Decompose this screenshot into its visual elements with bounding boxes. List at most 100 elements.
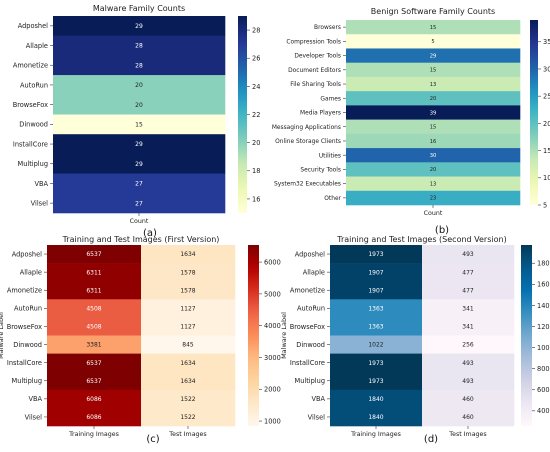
colorbar-tick-label: 600 — [537, 386, 550, 394]
row-label: Adposhel — [295, 250, 325, 258]
column-label: Count — [424, 210, 443, 217]
heatmap-cell — [47, 353, 142, 372]
heatmap-cell — [346, 148, 521, 163]
row-label: InstallCore — [7, 359, 42, 367]
row-label: AutoRun — [14, 305, 42, 313]
cell-value-label: 13 — [430, 82, 437, 88]
chart-title: Training and Test Images (Second Version… — [336, 235, 506, 244]
row-label: Games — [320, 96, 341, 102]
cell-value-label: 460 — [462, 396, 474, 403]
heatmap-cell — [141, 371, 236, 391]
column-label: Test Images — [168, 431, 206, 438]
heatmap-cell — [422, 371, 515, 391]
colorbar-tick-label: 1400 — [537, 302, 550, 310]
cell-value-label: 29 — [135, 141, 143, 148]
colorbar-tick-label: 18 — [252, 167, 260, 175]
colorbar-tick-label: 20 — [543, 120, 550, 128]
row-label: Online Storage Clients — [275, 139, 341, 145]
colorbar-tick-label: 6000 — [264, 258, 281, 266]
heatmap-cell — [47, 407, 142, 427]
row-label: Multiplug — [12, 377, 43, 385]
cell-value-label: 1022 — [368, 342, 383, 349]
heatmap-cell — [141, 335, 236, 354]
cell-value-label: 29 — [135, 161, 143, 168]
colorbar-tick-label: 15 — [543, 147, 550, 155]
heatmap-cell — [53, 114, 226, 135]
y-axis-label: Malware Label — [280, 312, 288, 359]
column-label: Training Images — [68, 431, 119, 438]
cell-value-label: 4508 — [86, 324, 101, 331]
heatmap-cell — [53, 16, 226, 36]
heatmap-cell — [330, 263, 423, 282]
chart-title: Benign Software Family Counts — [371, 7, 495, 16]
row-label: Utilities — [319, 153, 341, 159]
colorbar — [238, 16, 247, 213]
heatmap-cell — [141, 299, 236, 318]
heatmap-cell — [346, 48, 521, 63]
cell-value-label: 1840 — [368, 414, 383, 421]
row-label: Compression Tools — [286, 39, 341, 45]
heatmap-cell — [346, 76, 521, 92]
heatmap-cell — [53, 94, 226, 115]
heatmap-cell — [47, 335, 142, 354]
row-label: BrowseFox — [13, 101, 48, 109]
row-label: Allaple — [303, 268, 325, 276]
row-label: BrowseFox — [290, 323, 325, 331]
colorbar-tick-label: 30 — [543, 65, 550, 73]
cell-value-label: 15 — [135, 121, 143, 128]
panel-label: (b) — [435, 225, 449, 236]
heatmap-cell — [346, 162, 521, 177]
row-label: Multiplug — [295, 377, 326, 385]
heatmap-panel-2: Benign Software Family Counts 15 5 29 15 13 20… — [272, 7, 550, 236]
column-label: Training Images — [350, 431, 401, 438]
row-label: AutoRun — [297, 305, 325, 313]
cell-value-label: 460 — [462, 414, 474, 421]
heatmap-cell — [47, 281, 142, 300]
cell-value-label: 1634 — [180, 251, 195, 258]
row-label: Dinwood — [13, 341, 42, 349]
cell-value-label: 6537 — [86, 251, 101, 258]
cell-value-label: 13 — [430, 181, 437, 187]
heatmap-cell — [141, 317, 236, 336]
colorbar-tick-label: 1600 — [537, 281, 550, 289]
cell-value-label: 23 — [430, 196, 437, 202]
heatmap-cell — [422, 281, 515, 300]
cell-value-label: 1578 — [180, 287, 195, 294]
chart-title: Malware Family Counts — [93, 4, 185, 13]
heatmap-cell — [141, 281, 236, 300]
column-label: Test Images — [448, 431, 486, 438]
panel-label: (d) — [424, 434, 438, 445]
cell-value-label: 493 — [462, 360, 474, 367]
heatmap-cell — [330, 281, 423, 300]
row-label: BrowseFox — [7, 323, 42, 331]
colorbar-tick-label: 22 — [252, 111, 260, 119]
cell-value-label: 20 — [135, 82, 143, 89]
row-label: Amonetize — [290, 287, 325, 295]
heatmap-cell — [346, 133, 521, 149]
column-label: Count — [130, 218, 149, 225]
heatmap-cell — [141, 407, 236, 427]
cell-value-label: 477 — [462, 269, 474, 276]
cell-value-label: 1973 — [368, 378, 383, 385]
heatmap-cell — [53, 55, 226, 76]
heatmap-cell — [346, 20, 521, 35]
colorbar-tick-label: 35 — [543, 38, 550, 46]
cell-value-label: 20 — [430, 167, 437, 173]
colorbar-tick-label: 10 — [543, 174, 550, 182]
heatmap-cell — [422, 245, 515, 264]
row-label: Dinwood — [296, 341, 325, 349]
heatmap-cell — [422, 317, 515, 336]
cell-value-label: 28 — [135, 43, 143, 50]
row-label: Other — [324, 196, 341, 202]
cell-value-label: 15 — [430, 25, 437, 31]
heatmap-cell — [346, 176, 521, 192]
heatmap-cell — [422, 335, 515, 354]
cell-value-label: 6537 — [86, 360, 101, 367]
heatmap-cell — [330, 299, 423, 318]
cell-value-label: 20 — [135, 102, 143, 109]
heatmap-panel-4: Training and Test Images (Second Version… — [280, 235, 550, 445]
row-label: Multiplug — [18, 160, 49, 168]
heatmap-cell — [422, 407, 515, 427]
heatmap-cell — [346, 91, 521, 106]
colorbar-tick-label: 28 — [252, 26, 260, 34]
